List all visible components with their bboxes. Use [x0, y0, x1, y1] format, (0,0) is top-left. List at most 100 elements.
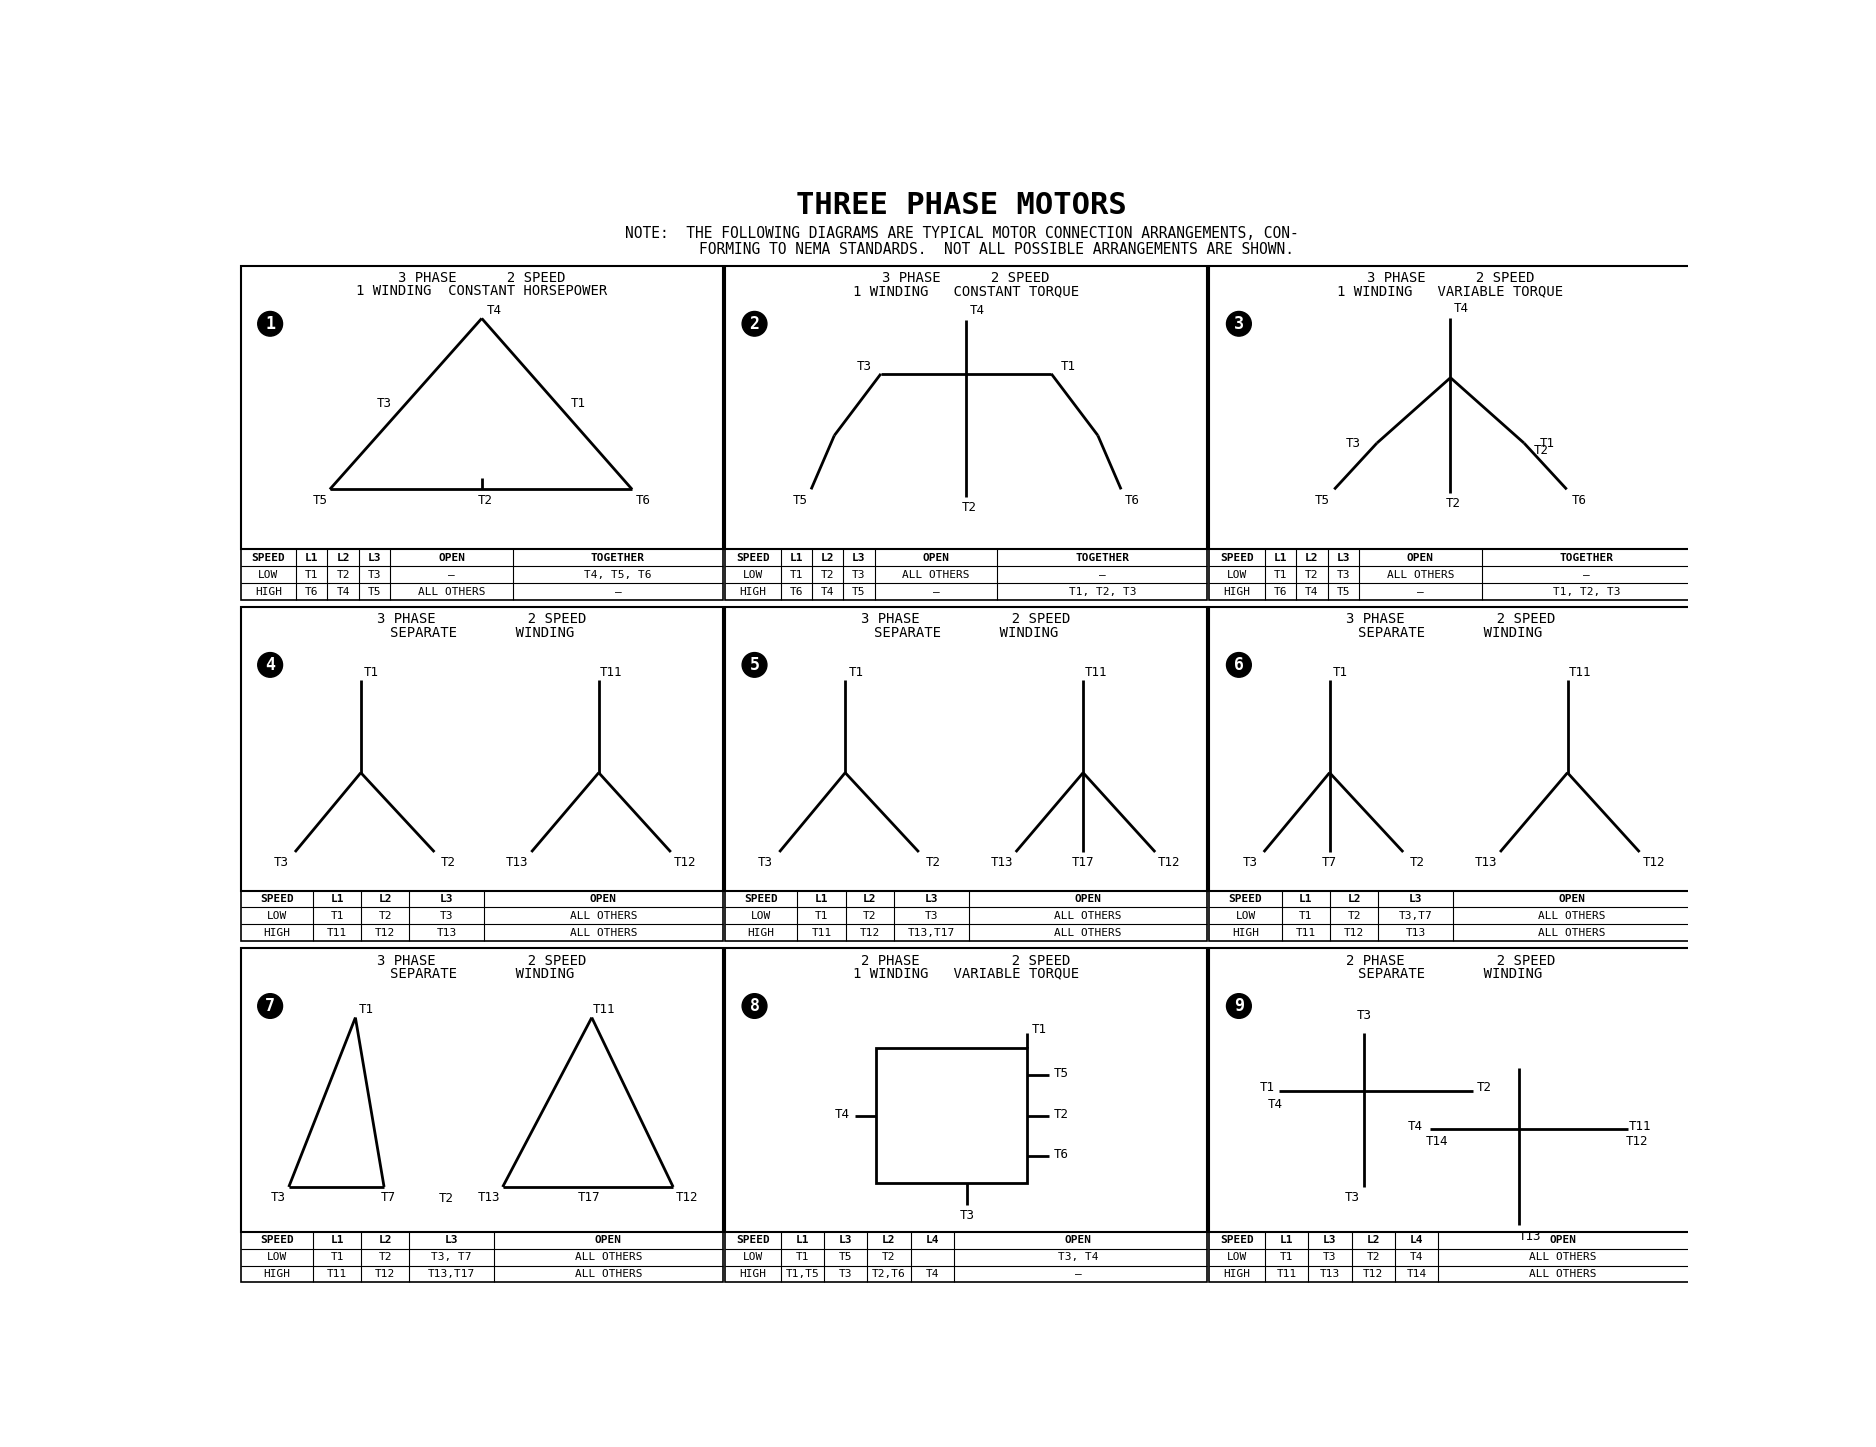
- Text: L1: L1: [790, 553, 803, 563]
- Text: T1: T1: [1298, 912, 1313, 920]
- Text: T4: T4: [822, 586, 835, 596]
- Text: T5: T5: [839, 1252, 852, 1262]
- Circle shape: [1227, 994, 1251, 1019]
- Text: 2: 2: [750, 315, 760, 333]
- Text: 3 PHASE      2 SPEED: 3 PHASE 2 SPEED: [882, 272, 1051, 285]
- Text: T13: T13: [1520, 1230, 1542, 1243]
- Text: SPEED: SPEED: [1229, 894, 1263, 904]
- Text: ALL OTHERS: ALL OTHERS: [570, 912, 638, 920]
- Text: T2: T2: [336, 570, 351, 580]
- Text: ALL OTHERS: ALL OTHERS: [418, 586, 486, 596]
- Text: OPEN: OPEN: [1550, 1236, 1576, 1244]
- Text: ALL OTHERS: ALL OTHERS: [1054, 928, 1122, 938]
- Bar: [240, 550, 722, 601]
- Circle shape: [743, 311, 767, 336]
- Text: T4: T4: [1454, 302, 1469, 315]
- Text: T11: T11: [600, 666, 623, 679]
- Text: T11: T11: [1084, 666, 1107, 679]
- Text: T6: T6: [306, 586, 319, 596]
- Text: HIGH: HIGH: [749, 928, 775, 938]
- Bar: [240, 948, 722, 1231]
- Text: 4: 4: [265, 655, 276, 674]
- Text: 2 PHASE           2 SPEED: 2 PHASE 2 SPEED: [861, 954, 1071, 968]
- Text: T2: T2: [925, 857, 940, 870]
- Text: L2: L2: [379, 1236, 392, 1244]
- Text: ALL OTHERS: ALL OTHERS: [1054, 912, 1122, 920]
- Circle shape: [257, 311, 283, 336]
- Text: T12: T12: [375, 928, 396, 938]
- Text: T6: T6: [1054, 1147, 1069, 1160]
- Text: T4: T4: [1306, 586, 1319, 596]
- Text: ALL OTHERS: ALL OTHERS: [1529, 1252, 1596, 1262]
- Text: L3: L3: [852, 553, 865, 563]
- Circle shape: [1227, 653, 1251, 677]
- Text: L3: L3: [441, 894, 454, 904]
- Text: T1: T1: [1274, 570, 1287, 580]
- Text: T5: T5: [852, 586, 865, 596]
- Text: L2: L2: [822, 553, 835, 563]
- Text: L2: L2: [1347, 894, 1360, 904]
- Text: L4: L4: [925, 1236, 940, 1244]
- Text: T3: T3: [839, 1269, 852, 1279]
- Text: T13: T13: [1475, 857, 1497, 870]
- Text: SPEED: SPEED: [1219, 1236, 1253, 1244]
- Text: T11: T11: [1276, 1269, 1296, 1279]
- Text: T13: T13: [1405, 928, 1426, 938]
- Text: T14: T14: [1407, 1269, 1428, 1279]
- Text: L2: L2: [379, 894, 392, 904]
- Text: OPEN: OPEN: [595, 1236, 621, 1244]
- Text: —: —: [448, 570, 456, 580]
- Text: T2: T2: [1306, 570, 1319, 580]
- Text: ALL OTHERS: ALL OTHERS: [570, 928, 638, 938]
- Text: T5: T5: [1336, 586, 1351, 596]
- Bar: [240, 266, 722, 550]
- Text: L3: L3: [1323, 1236, 1338, 1244]
- Text: T1: T1: [1032, 1023, 1047, 1036]
- Text: T4: T4: [1411, 1252, 1424, 1262]
- Text: OPEN: OPEN: [1075, 894, 1101, 904]
- Text: SPEED: SPEED: [251, 553, 285, 563]
- Text: L1: L1: [1274, 553, 1287, 563]
- Bar: [726, 890, 1206, 942]
- Text: T3, T7: T3, T7: [431, 1252, 473, 1262]
- Text: SPEED: SPEED: [261, 1236, 295, 1244]
- Circle shape: [257, 653, 283, 677]
- Text: LOW: LOW: [1236, 912, 1255, 920]
- Text: T13: T13: [437, 928, 458, 938]
- Text: OPEN: OPEN: [1407, 553, 1433, 563]
- Text: LOW: LOW: [743, 1252, 764, 1262]
- Text: L1: L1: [330, 1236, 343, 1244]
- Text: T2: T2: [439, 1192, 454, 1205]
- Text: T13,T17: T13,T17: [908, 928, 955, 938]
- Text: L2: L2: [863, 894, 876, 904]
- Text: L1: L1: [306, 553, 319, 563]
- Text: T6: T6: [1124, 493, 1139, 506]
- Text: T5: T5: [368, 586, 381, 596]
- Text: 1 WINDING   VARIABLE TORQUE: 1 WINDING VARIABLE TORQUE: [1338, 285, 1563, 298]
- Text: 1: 1: [265, 315, 276, 333]
- Text: T3,T7: T3,T7: [1399, 912, 1433, 920]
- Text: T5: T5: [794, 493, 809, 506]
- Text: T4: T4: [336, 586, 351, 596]
- Text: T12: T12: [673, 857, 696, 870]
- Text: T12: T12: [375, 1269, 396, 1279]
- Text: ALL OTHERS: ALL OTHERS: [1529, 1269, 1596, 1279]
- Text: 3: 3: [1234, 315, 1244, 333]
- Text: T12: T12: [1642, 857, 1664, 870]
- Text: L3: L3: [368, 553, 381, 563]
- Text: HIGH: HIGH: [263, 1269, 291, 1279]
- Bar: [726, 550, 1206, 601]
- Text: LOW: LOW: [266, 1252, 287, 1262]
- Text: T1: T1: [358, 1003, 373, 1016]
- Text: 1 WINDING   CONSTANT TORQUE: 1 WINDING CONSTANT TORQUE: [854, 285, 1079, 298]
- Text: LOW: LOW: [1227, 570, 1248, 580]
- Text: T2: T2: [477, 493, 492, 506]
- Text: T2: T2: [863, 912, 876, 920]
- Text: —: —: [932, 586, 940, 596]
- Text: T7: T7: [1323, 857, 1338, 870]
- Text: T12: T12: [1343, 928, 1364, 938]
- Text: LOW: LOW: [259, 570, 278, 580]
- Text: L3: L3: [839, 1236, 852, 1244]
- Text: T3: T3: [1347, 437, 1362, 450]
- Text: HIGH: HIGH: [1233, 928, 1259, 938]
